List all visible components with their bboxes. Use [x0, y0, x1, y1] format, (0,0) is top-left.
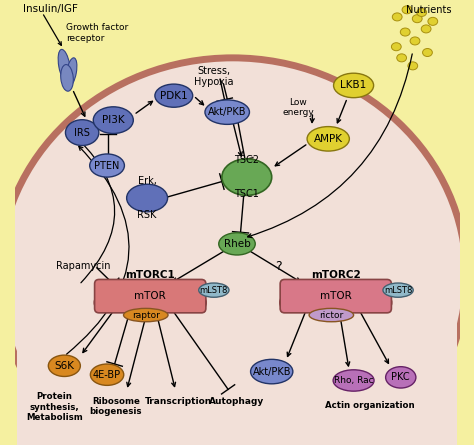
Text: IRS: IRS	[74, 128, 90, 138]
Text: mTORC2: mTORC2	[311, 270, 361, 280]
Text: mLST8: mLST8	[200, 286, 228, 295]
Ellipse shape	[309, 308, 354, 322]
Text: mLST8: mLST8	[384, 286, 412, 295]
Text: rictor: rictor	[319, 311, 344, 320]
Ellipse shape	[408, 62, 418, 70]
Text: TSC1: TSC1	[234, 189, 259, 199]
Text: Erk,: Erk,	[137, 176, 156, 186]
Ellipse shape	[280, 296, 290, 309]
Ellipse shape	[382, 296, 392, 309]
Ellipse shape	[383, 283, 413, 297]
Text: 4E-BP: 4E-BP	[93, 370, 121, 380]
Text: PDK1: PDK1	[160, 91, 188, 101]
Ellipse shape	[61, 65, 73, 91]
Text: Autophagy: Autophagy	[209, 397, 264, 406]
Ellipse shape	[251, 360, 293, 384]
Text: Akt/PKB: Akt/PKB	[208, 107, 246, 117]
Ellipse shape	[410, 37, 420, 45]
Text: Rapamycin: Rapamycin	[56, 261, 111, 271]
Text: TSC2: TSC2	[234, 155, 259, 165]
Text: mTORC1: mTORC1	[125, 270, 175, 280]
Text: Rheb: Rheb	[224, 239, 250, 249]
Ellipse shape	[412, 15, 422, 23]
Text: Low
energy: Low energy	[283, 98, 314, 117]
Ellipse shape	[386, 367, 416, 388]
Ellipse shape	[65, 120, 99, 146]
Ellipse shape	[422, 49, 432, 57]
Ellipse shape	[48, 355, 81, 376]
Ellipse shape	[91, 364, 124, 385]
Ellipse shape	[127, 184, 168, 212]
Text: Insulin/IGF: Insulin/IGF	[22, 4, 77, 14]
Text: Stress,
Hypoxia: Stress, Hypoxia	[194, 66, 234, 88]
Text: raptor: raptor	[132, 311, 160, 320]
Ellipse shape	[222, 159, 272, 195]
Ellipse shape	[0, 58, 466, 445]
Text: Ribosome
biogenesis: Ribosome biogenesis	[90, 397, 142, 417]
FancyBboxPatch shape	[280, 279, 392, 313]
Text: Actin organization: Actin organization	[325, 400, 414, 409]
Ellipse shape	[66, 58, 77, 86]
Ellipse shape	[401, 28, 410, 36]
Text: Transcription: Transcription	[145, 397, 212, 406]
Text: S6K: S6K	[55, 361, 74, 371]
Text: LKB1: LKB1	[340, 81, 367, 90]
Ellipse shape	[392, 13, 402, 21]
Text: PKC: PKC	[392, 372, 410, 382]
Ellipse shape	[219, 233, 255, 255]
Ellipse shape	[58, 49, 71, 82]
Ellipse shape	[94, 296, 104, 309]
Text: Protein
synthesis,
Metabolism: Protein synthesis, Metabolism	[26, 392, 83, 422]
Text: ?: ?	[274, 259, 281, 273]
Ellipse shape	[197, 296, 206, 309]
Text: Rho, Rac: Rho, Rac	[334, 376, 374, 385]
Ellipse shape	[90, 154, 124, 177]
Text: Growth factor
receptor: Growth factor receptor	[66, 23, 128, 43]
Text: PTEN: PTEN	[94, 161, 120, 170]
Ellipse shape	[199, 283, 229, 297]
Ellipse shape	[402, 6, 412, 14]
FancyBboxPatch shape	[12, 0, 462, 445]
Ellipse shape	[155, 84, 193, 107]
Text: mTOR: mTOR	[320, 291, 352, 301]
Text: Akt/PKB: Akt/PKB	[253, 367, 291, 376]
Ellipse shape	[417, 8, 427, 16]
Text: mTOR: mTOR	[134, 291, 166, 301]
Text: PI3K: PI3K	[102, 115, 125, 125]
Text: AMPK: AMPK	[314, 134, 343, 144]
Ellipse shape	[392, 43, 401, 51]
Text: RSK: RSK	[137, 210, 157, 220]
FancyBboxPatch shape	[95, 279, 206, 313]
Ellipse shape	[334, 73, 374, 98]
Ellipse shape	[307, 126, 349, 151]
Bar	[17, 271, 457, 445]
Ellipse shape	[93, 107, 133, 134]
Ellipse shape	[124, 308, 168, 322]
Ellipse shape	[421, 25, 431, 33]
Ellipse shape	[397, 54, 407, 62]
Ellipse shape	[428, 17, 438, 25]
Ellipse shape	[333, 370, 374, 391]
Text: Nutrients: Nutrients	[406, 5, 451, 15]
Ellipse shape	[205, 100, 249, 125]
